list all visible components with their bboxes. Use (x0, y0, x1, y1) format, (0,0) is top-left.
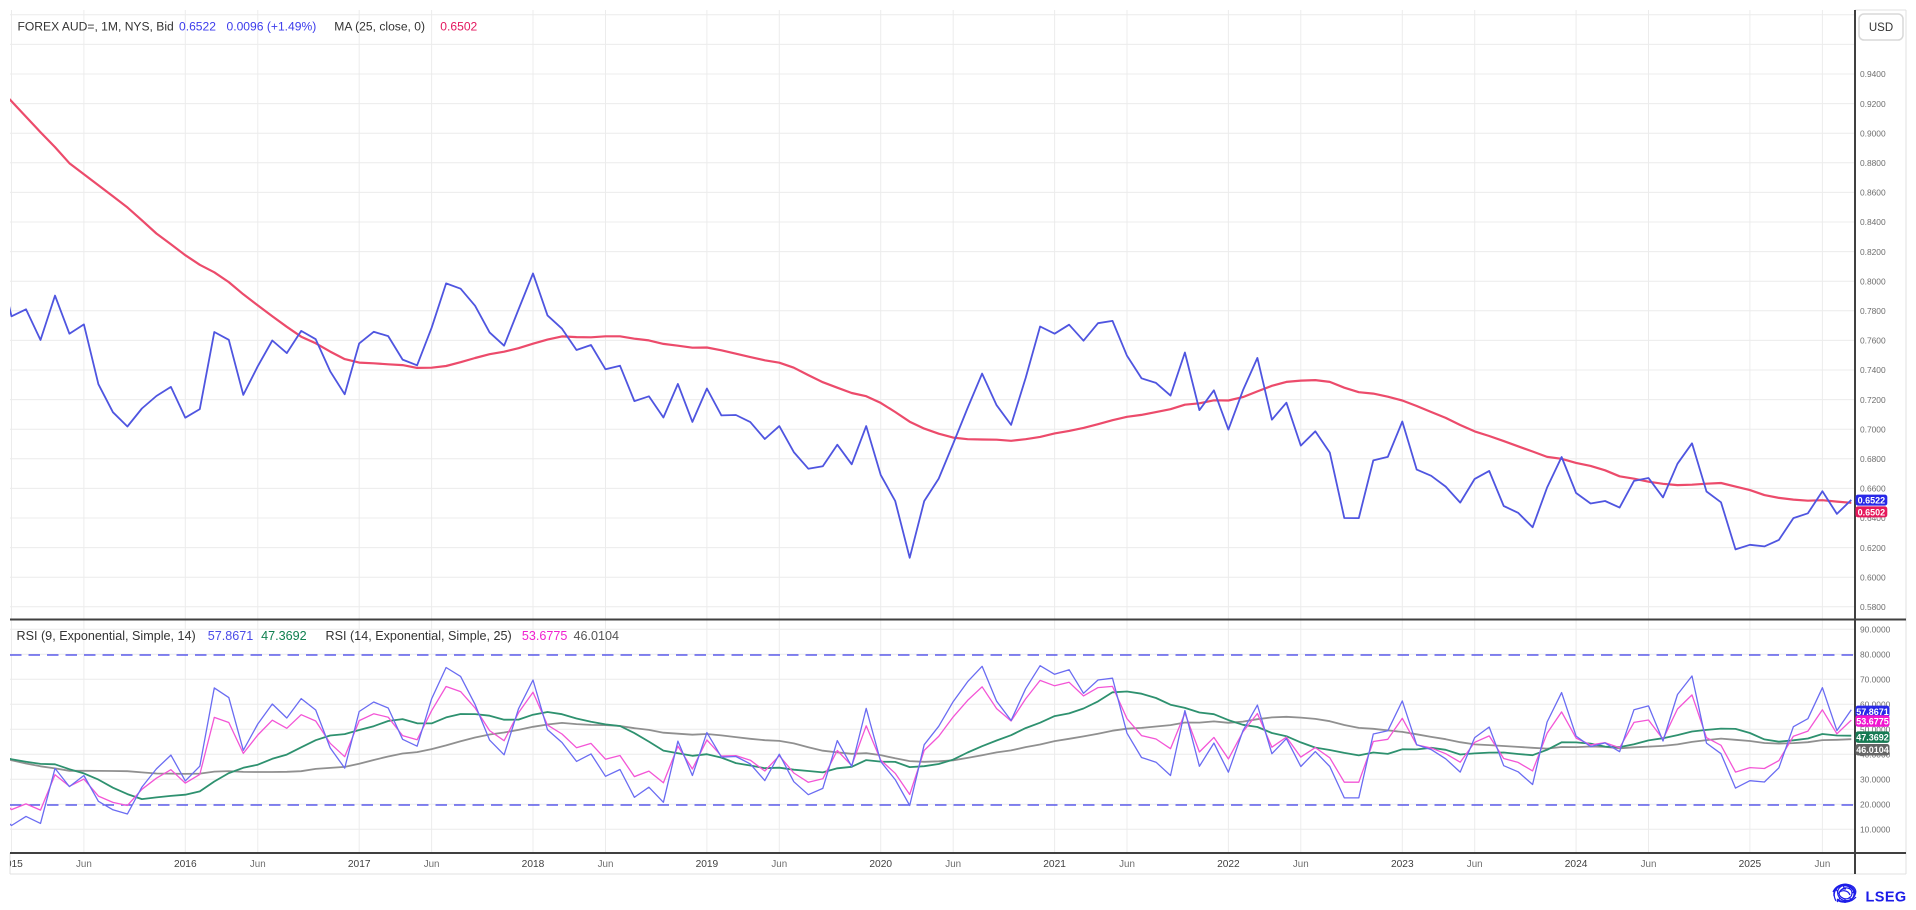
svg-text:Jun: Jun (1815, 859, 1831, 870)
svg-text:0.6800: 0.6800 (1860, 454, 1886, 464)
svg-text:2020: 2020 (869, 859, 892, 870)
svg-text:0.8600: 0.8600 (1860, 188, 1886, 198)
svg-text:0.8800: 0.8800 (1860, 158, 1886, 168)
svg-text:0.6600: 0.6600 (1860, 484, 1886, 494)
svg-text:LSEG: LSEG (1866, 890, 1907, 906)
svg-text:0.8400: 0.8400 (1860, 217, 1886, 227)
svg-text:2018: 2018 (522, 859, 545, 870)
svg-text:47.3692: 47.3692 (1856, 733, 1889, 743)
svg-text:Jun: Jun (1119, 859, 1135, 870)
svg-text:2025: 2025 (1739, 859, 1762, 870)
svg-text:0.9000: 0.9000 (1860, 128, 1886, 138)
svg-text:30.0000: 30.0000 (1860, 774, 1891, 784)
svg-text:0.7600: 0.7600 (1860, 336, 1886, 346)
svg-text:2016: 2016 (174, 859, 197, 870)
svg-text:90.0000: 90.0000 (1860, 624, 1891, 634)
svg-text:Jun: Jun (945, 859, 961, 870)
svg-text:Jun: Jun (424, 859, 440, 870)
svg-text:0.9400: 0.9400 (1860, 69, 1886, 79)
svg-text:0.6200: 0.6200 (1860, 543, 1886, 553)
svg-text:20.0000: 20.0000 (1860, 799, 1891, 809)
svg-text:46.0104: 46.0104 (1856, 745, 1889, 755)
svg-text:2015: 2015 (0, 859, 23, 870)
svg-text:0.6502: 0.6502 (1858, 507, 1886, 517)
svg-text:0.6522: 0.6522 (1858, 496, 1886, 506)
svg-text:0.7200: 0.7200 (1860, 395, 1886, 405)
svg-text:0.8000: 0.8000 (1860, 276, 1886, 286)
svg-text:2017: 2017 (348, 859, 371, 870)
svg-text:0.7000: 0.7000 (1860, 424, 1886, 434)
svg-text:0.5800: 0.5800 (1860, 602, 1886, 612)
svg-text:0.6400: 0.6400 (1860, 513, 1886, 523)
svg-text:70.0000: 70.0000 (1860, 674, 1891, 684)
svg-text:0.9200: 0.9200 (1860, 99, 1886, 109)
svg-text:Jun: Jun (1641, 859, 1657, 870)
svg-text:Jun: Jun (1467, 859, 1483, 870)
svg-text:Jun: Jun (76, 859, 92, 870)
svg-text:0.7400: 0.7400 (1860, 365, 1886, 375)
svg-text:Jun: Jun (771, 859, 787, 870)
svg-text:80.0000: 80.0000 (1860, 649, 1891, 659)
svg-text:USD: USD (1869, 22, 1893, 34)
svg-text:2024: 2024 (1565, 859, 1588, 870)
svg-text:57.8671: 57.8671 (1856, 707, 1889, 717)
svg-text:50.0000: 50.0000 (1860, 724, 1891, 734)
svg-text:Jun: Jun (1293, 859, 1309, 870)
svg-text:0.7800: 0.7800 (1860, 306, 1886, 316)
svg-text:53.6775: 53.6775 (1856, 716, 1889, 726)
svg-text:2019: 2019 (696, 859, 719, 870)
svg-text:0.8200: 0.8200 (1860, 247, 1886, 257)
svg-text:2023: 2023 (1391, 859, 1414, 870)
svg-text:2021: 2021 (1043, 859, 1066, 870)
svg-text:2022: 2022 (1217, 859, 1240, 870)
svg-text:Jun: Jun (250, 859, 266, 870)
svg-text:0.6000: 0.6000 (1860, 572, 1886, 582)
svg-text:60.0000: 60.0000 (1860, 699, 1891, 709)
svg-text:Jun: Jun (598, 859, 614, 870)
svg-text:10.0000: 10.0000 (1860, 824, 1891, 834)
